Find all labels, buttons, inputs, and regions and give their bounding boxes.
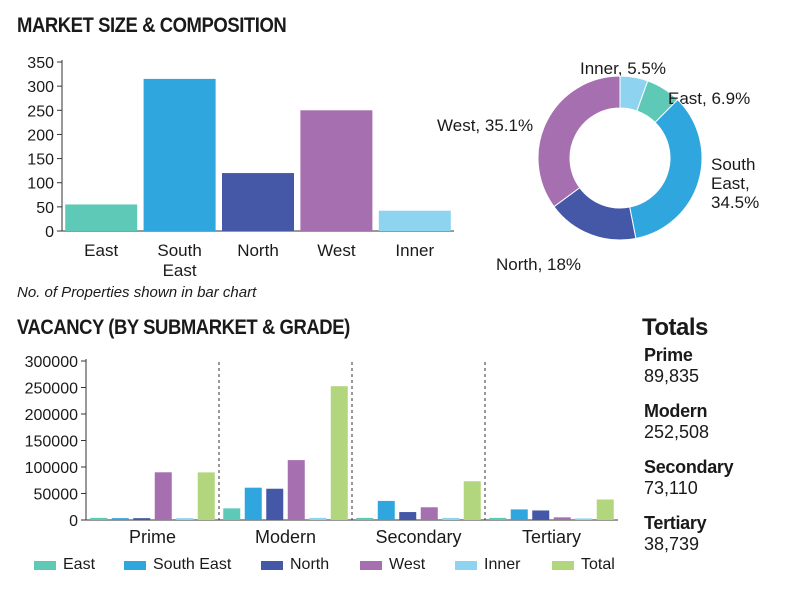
slice-label-east: East, 6.9% <box>668 89 750 108</box>
legend-swatch-north <box>261 560 283 570</box>
y-tick-label: 50000 <box>34 487 79 504</box>
y-tick-label: 0 <box>45 224 54 241</box>
legend-item-inner: Inner <box>455 556 520 574</box>
y-tick-label: 150000 <box>25 434 78 451</box>
bar-modern-north <box>266 488 284 520</box>
bar-secondary-south-east <box>377 500 395 520</box>
bar-south-east <box>143 78 216 232</box>
vacancy-grouped-bar-chart: 0 50000 100000 150000 200000 250000 300000 Prim… <box>25 354 618 547</box>
legend-swatch-total <box>552 560 574 570</box>
x-tick-label: North <box>237 241 279 260</box>
y-tick-label: 50 <box>36 200 54 217</box>
bar-tertiary-east <box>489 517 507 520</box>
legend-swatch-west <box>360 560 382 570</box>
bar-prime-north <box>133 518 151 520</box>
y-tick-label: 250 <box>27 103 54 120</box>
bar-tertiary-south-east <box>510 509 528 520</box>
market-composition-donut-chart: Inner, 5.5%East, 6.9% South East, 34.5% Nort… <box>437 59 759 274</box>
bar-secondary-north <box>399 512 417 520</box>
y-tick-label: 150 <box>27 152 54 169</box>
y-tick-label: 250000 <box>25 381 78 398</box>
bar-west <box>300 110 373 231</box>
x-tick-label: Modern <box>255 527 316 547</box>
bar-north <box>222 173 294 231</box>
bar-east <box>65 204 138 231</box>
x-tick-label: Tertiary <box>522 527 581 547</box>
legend-label-total: Total <box>581 556 615 573</box>
slice-label-south-east: South East, 34.5% <box>711 155 759 212</box>
totals-secondary-label: Secondary <box>644 457 734 477</box>
y-tick-label: 300 <box>27 79 54 96</box>
x-tick-label: East <box>84 241 118 260</box>
bar-prime-west <box>154 472 172 520</box>
bar-modern-south-east <box>244 487 262 520</box>
totals-modern-label: Modern <box>644 401 708 421</box>
legend-item-west: West <box>360 556 425 574</box>
y-tick-label: 100 <box>27 176 54 193</box>
bar-secondary-inner <box>442 517 460 520</box>
vacancy-title: VACANCY (BY SUBMARKET & GRADE) <box>17 316 350 339</box>
legend-label-inner: Inner <box>484 556 521 573</box>
x-tick-label: South East <box>157 241 201 280</box>
bar-tertiary-total <box>596 499 614 520</box>
bar-modern-total <box>330 386 348 520</box>
legend-item-east: East <box>34 556 95 574</box>
bar-prime-inner <box>176 518 194 520</box>
slice-west <box>537 75 621 208</box>
bar-tertiary-north <box>532 510 550 520</box>
legend-label-north: North <box>290 556 330 573</box>
totals-modern-value: 252,508 <box>644 422 710 442</box>
bar-modern-east <box>223 508 241 520</box>
totals-prime-value: 89,835 <box>644 366 700 386</box>
slice-south-east <box>629 98 703 240</box>
bar-modern-inner <box>309 517 327 520</box>
totals-secondary-value: 73,110 <box>644 478 698 498</box>
bar-tertiary-inner <box>575 518 593 520</box>
market-size-title: MARKET SIZE & COMPOSITION <box>17 14 287 37</box>
x-tick-label: Secondary <box>375 527 461 547</box>
legend-label-east: East <box>63 556 96 573</box>
vacancy-legend: East South East North West Inner Total <box>34 556 634 578</box>
legend-item-south-east: South East <box>124 556 231 574</box>
totals-title: Totals <box>642 314 708 341</box>
slice-label-inner: Inner, 5.5% <box>580 59 666 78</box>
bar-modern-west <box>287 460 305 520</box>
bar-inner <box>378 210 451 231</box>
legend-label-west: West <box>389 556 426 573</box>
bar-prime-south-east <box>111 518 129 520</box>
bar-chart-note: No. of Properties shown in bar chart <box>17 284 257 301</box>
bar-secondary-west <box>420 507 438 520</box>
totals-tertiary-value: 38,739 <box>644 534 700 554</box>
legend-swatch-east <box>34 560 56 570</box>
bar-prime-total <box>197 472 215 520</box>
legend-swatch-south-east <box>124 560 146 570</box>
x-tick-label: West <box>317 241 356 260</box>
legend-item-total: Total <box>552 556 615 574</box>
x-tick-label: Inner <box>395 241 434 260</box>
totals-tertiary-label: Tertiary <box>644 513 707 533</box>
slice-label-north: North, 18% <box>496 255 581 274</box>
y-tick-label: 200 <box>27 127 54 144</box>
y-tick-label: 0 <box>69 513 78 530</box>
legend-label-south-east: South East <box>153 556 232 573</box>
legend-item-north: North <box>261 556 329 574</box>
bar-secondary-total <box>463 481 481 520</box>
legend-swatch-inner <box>455 560 477 570</box>
y-tick-label: 100000 <box>25 460 78 477</box>
x-tick-label: Prime <box>129 527 176 547</box>
y-tick-label: 300000 <box>25 354 78 371</box>
slice-label-west: West, 35.1% <box>437 116 533 135</box>
market-size-bar-chart: 0 50 100 150 200 250 300 350 East South East North W… <box>27 55 454 280</box>
totals-prime-label: Prime <box>644 345 693 365</box>
bar-secondary-east <box>356 517 374 520</box>
y-tick-label: 350 <box>27 55 54 72</box>
bar-prime-east <box>90 517 108 520</box>
bar-tertiary-west <box>553 517 571 520</box>
y-tick-label: 200000 <box>25 407 78 424</box>
